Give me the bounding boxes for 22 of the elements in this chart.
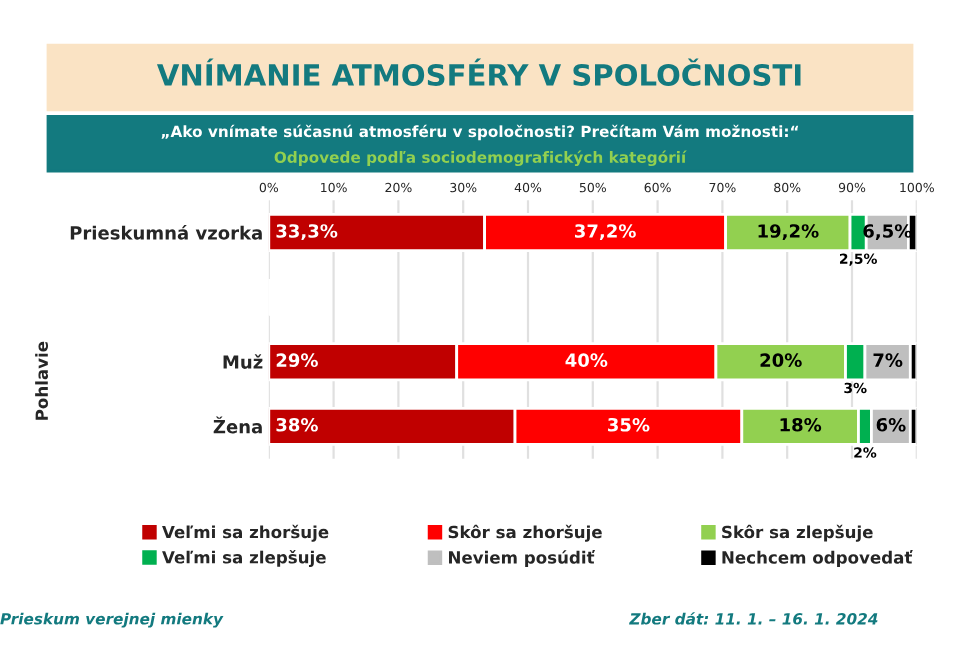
data-label: 33,3%	[276, 224, 338, 241]
data-label: 40%	[565, 353, 608, 367]
data-label: 35%	[608, 417, 650, 432]
legend-label: Veľmi sa zlepšuje	[162, 550, 326, 567]
data-label: 19,2%	[758, 224, 819, 241]
legend-label: Skôr sa zlepšuje	[722, 524, 873, 542]
chart-title: VNÍMANIE ATMOSFÉRY V SPOLOČNOSTI	[156, 58, 801, 86]
legend-label: Neviem posúdiť	[449, 550, 596, 567]
data-label: 6%	[876, 417, 906, 432]
legend-label: Skôr sa zhoršuje	[448, 524, 602, 542]
legend-label: Nechcem odpovedať	[722, 550, 913, 567]
legend-label: Veľmi sa zhoršuje	[162, 524, 329, 542]
data-label: 18%	[780, 417, 822, 432]
data-label: 38%	[276, 417, 318, 432]
data-label: 37,2%	[575, 224, 636, 241]
data-label: 20%	[760, 353, 802, 367]
y-tick-label: Muž	[223, 354, 263, 369]
y-tick-label: Prieskumná vzorka	[70, 224, 262, 240]
data-label: 7%	[873, 353, 903, 367]
y-tick-label: Žena	[213, 416, 262, 434]
data-label: 29%	[276, 353, 318, 367]
text: Pohlavie	[35, 341, 49, 420]
